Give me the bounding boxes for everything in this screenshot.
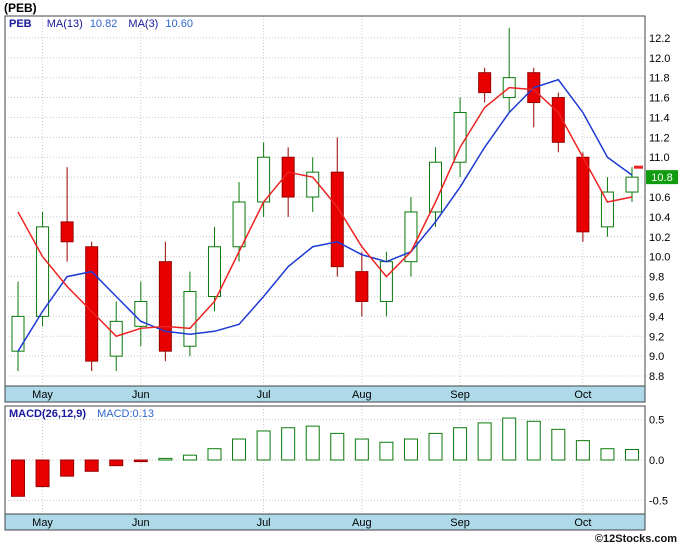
svg-text:Sep: Sep [450,389,470,401]
svg-text:9.8: 9.8 [649,272,664,284]
svg-text:Oct: Oct [574,517,591,529]
ma13-label: MA(13) [46,18,83,30]
svg-text:Jul: Jul [257,517,271,529]
svg-text:12.0: 12.0 [649,53,670,65]
symbol-label: PEB [9,18,32,30]
ma3-label: MA(3) [128,18,159,30]
svg-text:11.6: 11.6 [649,93,670,105]
svg-text:Oct: Oct [574,389,591,401]
svg-text:0.5: 0.5 [649,415,664,427]
macd-params-label: MACD(26,12,9) [9,408,87,420]
svg-text:9.6: 9.6 [649,291,664,303]
ma13-value: 10.82 [89,18,118,30]
svg-text:11.2: 11.2 [649,132,670,144]
svg-text:Jul: Jul [257,389,271,401]
svg-text:11.8: 11.8 [649,73,670,85]
page-title: (PEB) [4,1,37,15]
svg-text:0.0: 0.0 [649,455,664,467]
svg-text:Jun: Jun [132,389,150,401]
svg-text:12.2: 12.2 [649,33,670,45]
svg-text:10.6: 10.6 [649,192,670,204]
svg-text:9.4: 9.4 [649,311,664,323]
svg-text:11.0: 11.0 [649,152,670,164]
watermark-link[interactable]: ©12Stocks.com [594,533,677,545]
svg-text:Aug: Aug [352,517,372,529]
svg-text:9.2: 9.2 [649,331,664,343]
svg-text:11.4: 11.4 [649,112,670,124]
svg-text:10.2: 10.2 [649,232,670,244]
svg-text:10.4: 10.4 [649,212,670,224]
ma3-value: 10.60 [165,18,193,30]
svg-text:-0.5: -0.5 [649,495,668,507]
svg-text:May: May [32,389,53,401]
svg-text:Aug: Aug [352,389,372,401]
svg-text:10.8: 10.8 [651,172,672,184]
svg-text:May: May [32,517,53,529]
svg-text:8.8: 8.8 [649,371,664,383]
svg-text:9.0: 9.0 [649,351,664,363]
macd-legend: MACD(26,12,9) MACD:0.13 [9,408,154,420]
svg-text:10.0: 10.0 [649,252,670,264]
svg-text:Sep: Sep [450,517,470,529]
main-chart-legend: PEB MA(13) 10.82 MA(3) 10.60 [9,18,193,30]
svg-text:Jun: Jun [132,517,150,529]
macd-value-label: MACD:0.13 [97,408,154,420]
